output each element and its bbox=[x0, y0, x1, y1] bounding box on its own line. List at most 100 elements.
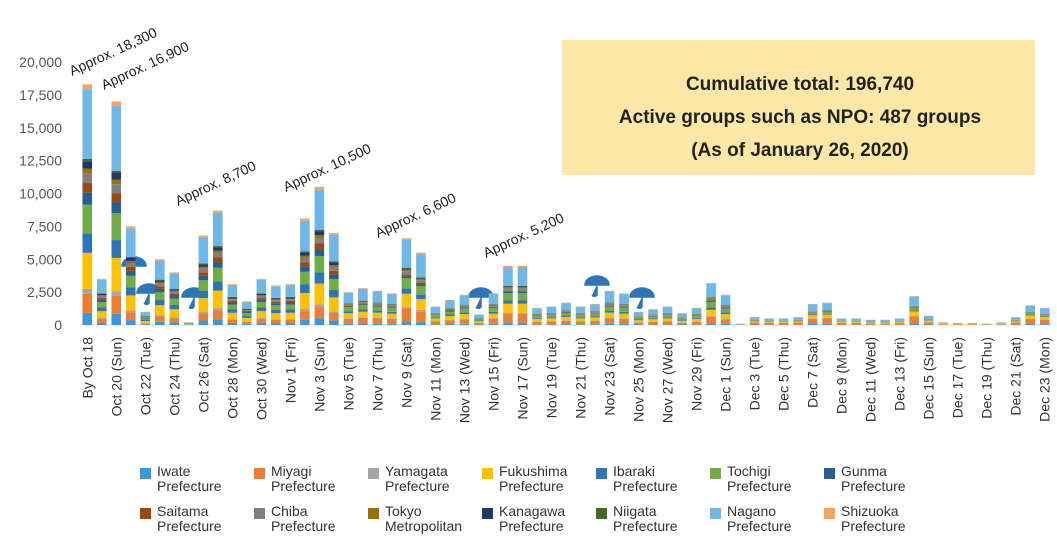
bar-segment bbox=[256, 296, 267, 298]
bar-segment bbox=[343, 303, 354, 305]
bar-segment bbox=[96, 297, 107, 300]
legend-item: Iwate Prefecture bbox=[140, 464, 254, 504]
bar-segment bbox=[503, 290, 513, 292]
bar-segment bbox=[561, 315, 571, 317]
bar-segment bbox=[677, 313, 687, 318]
bar-segment bbox=[778, 318, 789, 321]
legend-label: Fukushima Prefecture bbox=[499, 463, 568, 494]
bar-segment bbox=[285, 284, 296, 286]
bar-segment bbox=[445, 309, 455, 311]
bar-segment bbox=[619, 323, 629, 325]
bar-segment bbox=[343, 323, 354, 325]
bar-segment bbox=[387, 311, 397, 314]
bar-segment bbox=[358, 301, 368, 303]
bar-segment bbox=[561, 324, 571, 325]
bar-segment bbox=[111, 184, 122, 194]
bar-segment bbox=[778, 323, 789, 325]
bar-segment bbox=[575, 321, 586, 325]
bar-segment bbox=[401, 288, 412, 294]
y-tick-label: 5,000 bbox=[27, 251, 62, 267]
bar-segment bbox=[633, 324, 644, 325]
bar-segment bbox=[227, 297, 238, 299]
bar-segment bbox=[111, 105, 122, 171]
bar-segment bbox=[271, 305, 281, 311]
bar-segment bbox=[285, 322, 296, 325]
bar-segment bbox=[227, 322, 238, 325]
bar-segment bbox=[1025, 324, 1036, 325]
bar-segment bbox=[575, 315, 586, 318]
bar-segment bbox=[155, 279, 165, 281]
bar-segment bbox=[503, 286, 513, 288]
bar-segment bbox=[372, 312, 383, 318]
bar-segment bbox=[285, 309, 296, 313]
bar-segment bbox=[125, 256, 136, 258]
legend-swatch bbox=[596, 468, 607, 479]
y-tick-label: 2,500 bbox=[27, 284, 62, 300]
bar-segment bbox=[343, 313, 354, 319]
bar-segment bbox=[271, 310, 281, 314]
bar-segment bbox=[329, 297, 339, 312]
bar-segment bbox=[720, 314, 731, 319]
bar-segment bbox=[198, 275, 209, 281]
bar-segment bbox=[213, 210, 223, 213]
bar-segment bbox=[387, 305, 397, 307]
legend-swatch bbox=[140, 508, 151, 519]
bar-segment bbox=[140, 318, 151, 321]
bar-segment bbox=[923, 319, 934, 321]
bar-segment bbox=[517, 290, 528, 292]
bar-segment bbox=[764, 321, 774, 322]
bar-segment bbox=[256, 278, 267, 280]
bar-segment bbox=[691, 317, 702, 319]
legend: Iwate Prefecture Miyagi Prefecture Yamagat… bbox=[140, 464, 1050, 544]
bar-segment bbox=[619, 304, 629, 306]
bar-segment bbox=[517, 312, 528, 314]
bar-segment bbox=[880, 323, 890, 325]
bar-segment bbox=[807, 311, 818, 313]
bar-segment bbox=[198, 313, 209, 321]
bar-segment bbox=[198, 291, 209, 299]
bar-segment bbox=[96, 307, 107, 312]
y-tick-label: 15,000 bbox=[19, 120, 62, 136]
callout-text: (As of January 26, 2020) bbox=[691, 140, 909, 161]
bar-segment bbox=[503, 303, 513, 313]
y-tick-label: 12,500 bbox=[19, 153, 62, 169]
bar-segment bbox=[648, 318, 658, 320]
bar-segment bbox=[619, 293, 629, 295]
bar-segment bbox=[575, 318, 586, 322]
bar-segment bbox=[96, 319, 107, 323]
legend-label: Nagano Prefecture bbox=[727, 503, 792, 534]
bar-segment bbox=[82, 312, 93, 325]
bar-segment bbox=[227, 300, 238, 303]
legend-label: Shizuoka Prefecture bbox=[841, 503, 906, 534]
bar-segment bbox=[633, 312, 644, 317]
bar-segment bbox=[909, 307, 919, 309]
bar-segment bbox=[198, 264, 209, 267]
bar-segment bbox=[169, 290, 180, 292]
bar-segment bbox=[213, 212, 223, 247]
bar-segment bbox=[604, 305, 615, 306]
x-tick-label: Dec 1 (Sun) bbox=[718, 337, 734, 412]
bar-segment bbox=[140, 323, 151, 325]
bar-segment bbox=[546, 318, 557, 322]
bar-segment bbox=[807, 304, 818, 312]
bar-segment bbox=[111, 295, 122, 314]
bar-segment bbox=[619, 311, 629, 314]
bar-segment bbox=[503, 293, 513, 301]
bar-segment bbox=[938, 322, 948, 324]
bar-segment bbox=[909, 323, 919, 325]
annotation: Approx. 8,700 bbox=[173, 157, 259, 208]
bar-segment bbox=[604, 318, 615, 324]
bar-segment bbox=[343, 306, 354, 308]
x-tick-label: Dec 23 (Mon) bbox=[1037, 337, 1053, 422]
bar-segment bbox=[488, 318, 499, 320]
bar-segment bbox=[619, 313, 629, 319]
bar-segment bbox=[300, 252, 310, 256]
bar-segment bbox=[372, 303, 383, 304]
bar-segment bbox=[1039, 319, 1050, 325]
bar-segment bbox=[256, 322, 267, 325]
bar-segment bbox=[561, 311, 571, 313]
annotation: Approx. 10,500 bbox=[281, 140, 374, 195]
bar-segment bbox=[155, 260, 165, 280]
bar-segment bbox=[967, 323, 977, 324]
bar-segment bbox=[604, 290, 615, 292]
